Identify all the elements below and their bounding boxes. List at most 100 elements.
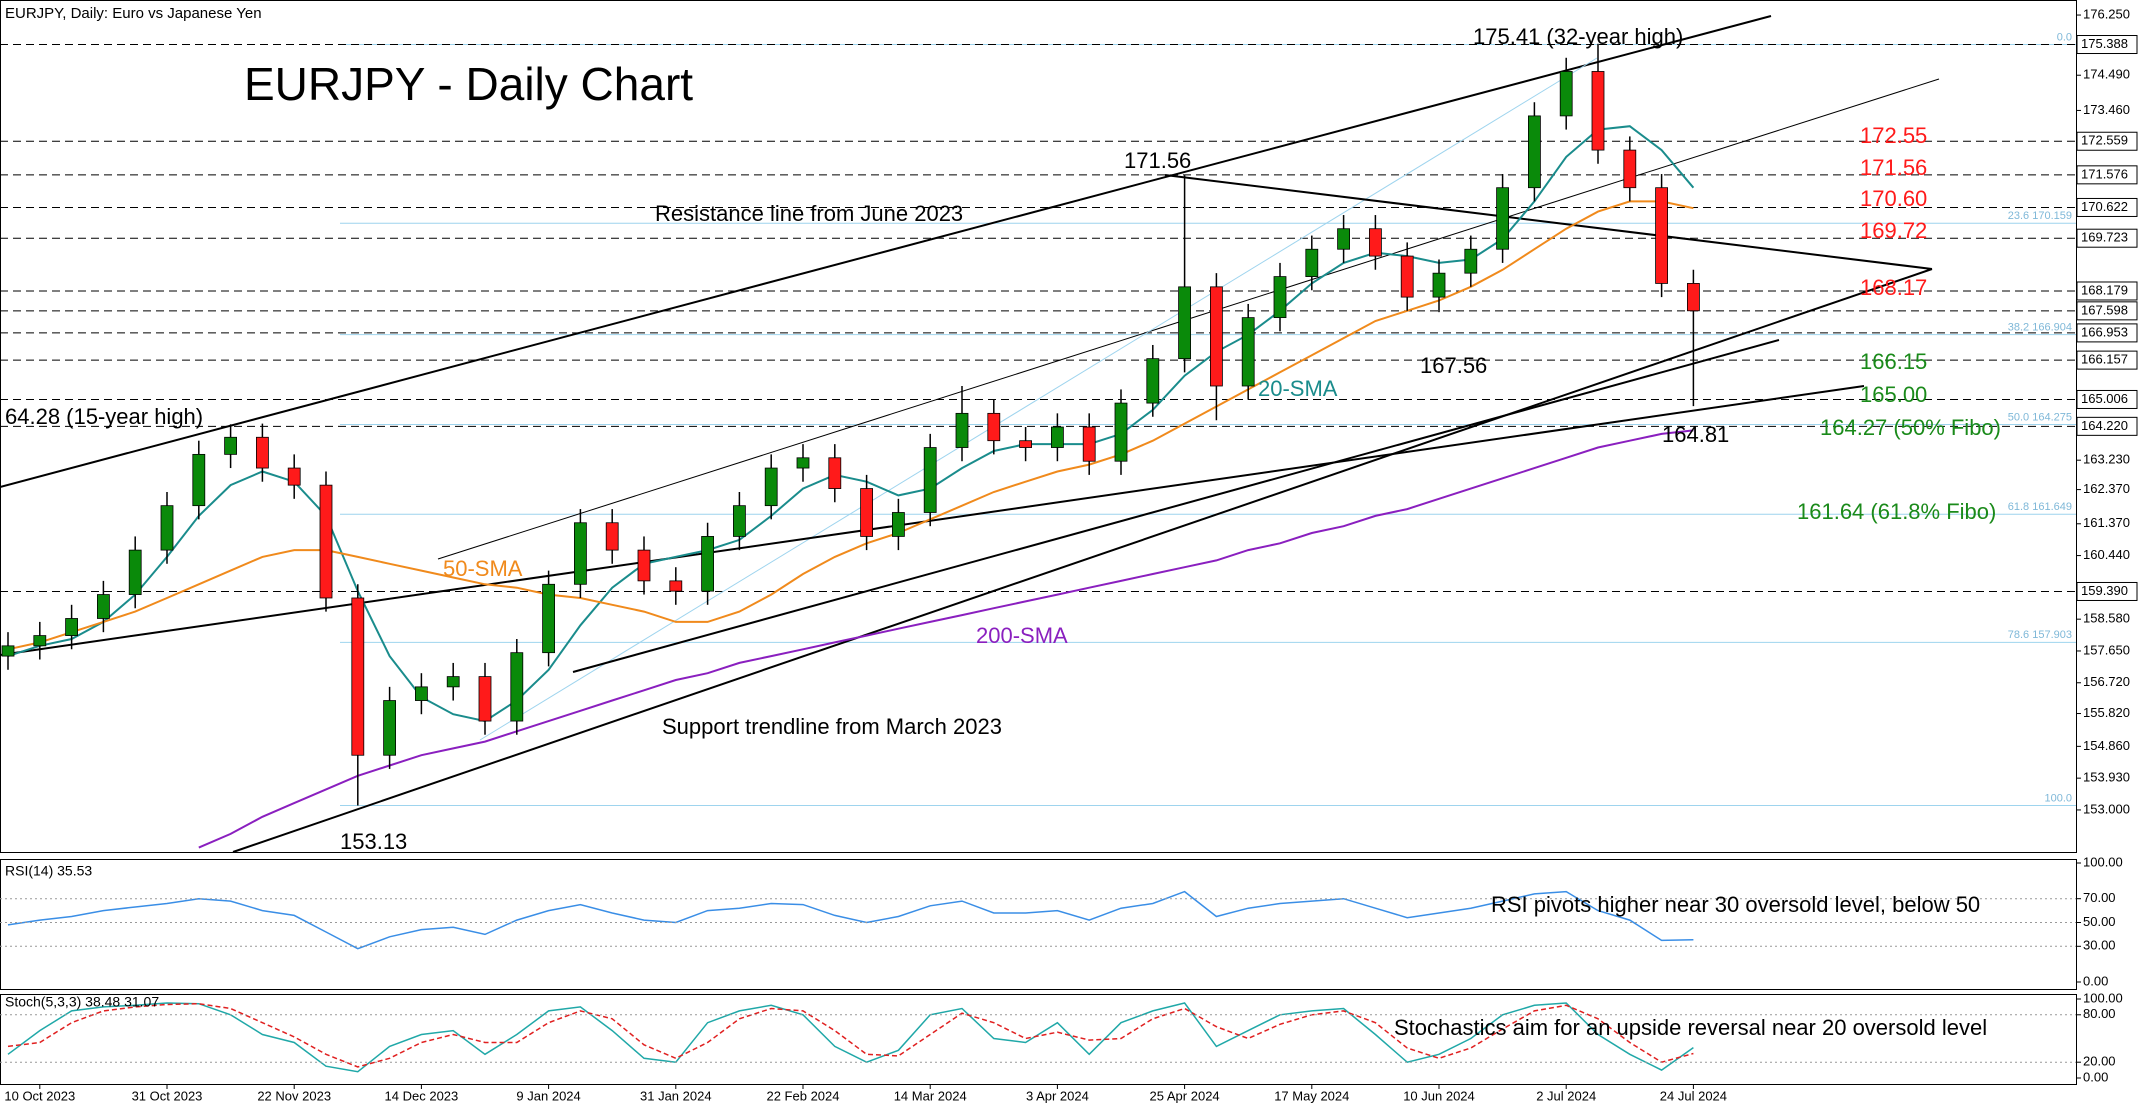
level-label: 159.390 xyxy=(2081,583,2128,598)
support-label: 161.64 (61.8% Fibo) xyxy=(1797,499,1996,524)
candle-body xyxy=(478,676,492,722)
level-box xyxy=(2076,131,2138,151)
candle-body xyxy=(65,618,78,636)
annotation: Support trendline from March 2023 xyxy=(662,714,1002,739)
level-box xyxy=(2076,581,2138,601)
candle-body xyxy=(764,467,778,507)
candle-body xyxy=(160,505,174,551)
y-tick-label: 100.00 xyxy=(2083,854,2123,869)
stoch-title: Stoch(5,3,3) 38.48 31.07 xyxy=(5,994,159,1010)
chart-subtitle: EURJPY, Daily: Euro vs Japanese Yen xyxy=(5,5,262,22)
level-box xyxy=(2076,35,2138,55)
candle-body xyxy=(510,652,524,722)
level-label: 175.388 xyxy=(2081,36,2128,51)
candle-body xyxy=(796,457,810,469)
x-tick-label: 9 Jan 2024 xyxy=(516,1088,580,1103)
stoch-panel xyxy=(0,994,2077,1085)
candle-body xyxy=(542,583,555,654)
level-box xyxy=(2076,323,2138,343)
candle-body xyxy=(701,536,714,592)
chart-title: EURJPY - Daily Chart xyxy=(244,58,693,110)
y-tick-label: 0.00 xyxy=(2083,1069,2108,1084)
candle-body xyxy=(1146,358,1160,404)
candle-body xyxy=(1178,286,1191,360)
candle-body xyxy=(1400,255,1414,298)
y-tick-label: 80.00 xyxy=(2083,1006,2116,1021)
y-tick-label: 163.230 xyxy=(2083,452,2130,467)
candle-body xyxy=(128,549,142,595)
sma-label: 200-SMA xyxy=(976,623,1068,648)
level-label: 172.559 xyxy=(2081,133,2128,148)
candle-body xyxy=(224,436,238,455)
level-box xyxy=(2076,281,2138,301)
annotation: 164.81 xyxy=(1662,422,1729,447)
x-tick-label: 10 Oct 2023 xyxy=(4,1088,75,1103)
x-tick-label: 22 Nov 2023 xyxy=(257,1088,331,1103)
candle-body xyxy=(574,522,587,585)
candle-body xyxy=(287,467,301,486)
candle-body xyxy=(1369,228,1382,257)
y-tick-label: 100.00 xyxy=(2083,990,2123,1005)
candle-body xyxy=(33,635,47,647)
level-layer xyxy=(0,44,2076,592)
rsi-panel xyxy=(0,859,2077,990)
level-box xyxy=(2076,228,2138,248)
candle-body xyxy=(923,447,937,513)
stoch-annotation: Stochastics aim for an upside reversal n… xyxy=(1394,1015,1987,1040)
annotation: Resistance line from June 2023 xyxy=(655,201,963,226)
rsi-line xyxy=(7,890,1694,950)
trendlines xyxy=(0,15,1940,853)
candle-body xyxy=(1496,187,1509,250)
fibo-label: 100.0 xyxy=(2044,792,2072,804)
y-tick-label: 157.650 xyxy=(2083,642,2130,657)
y-tick-label: 176.250 xyxy=(2083,6,2130,21)
y-tick-label: 153.000 xyxy=(2083,801,2130,816)
x-tick-label: 3 Apr 2024 xyxy=(1026,1088,1089,1103)
stoch-line xyxy=(7,1002,1694,1073)
resistance-label: 168.17 xyxy=(1860,275,1927,300)
level-label: 166.157 xyxy=(2081,352,2128,367)
x-tick-label: 14 Dec 2023 xyxy=(385,1088,459,1103)
annotation: 175.41 (32-year high) xyxy=(1473,24,1683,49)
y-tick-label: 162.370 xyxy=(2083,481,2130,496)
level-box xyxy=(2076,165,2138,185)
resistance-label: 172.55 xyxy=(1860,123,1927,148)
level-label: 164.220 xyxy=(2081,418,2128,433)
x-tick-label: 25 Apr 2024 xyxy=(1150,1088,1220,1103)
resistance-label: 171.56 xyxy=(1860,155,1927,180)
rsi-title: RSI(14) 35.53 xyxy=(5,863,92,879)
x-tick-label: 10 Jun 2024 xyxy=(1403,1088,1475,1103)
candle-body xyxy=(1210,286,1223,387)
candle-body xyxy=(1559,71,1573,117)
support-label: 165.00 xyxy=(1860,382,1927,407)
candle-body xyxy=(1337,228,1350,250)
candle-body xyxy=(319,484,333,599)
candle-body xyxy=(1114,402,1128,462)
candle-body xyxy=(1687,283,1700,312)
level-box xyxy=(2076,389,2138,409)
stoch-line xyxy=(7,1002,1694,1068)
y-tick-label: 156.720 xyxy=(2083,674,2130,689)
axis-layer: 175.388 172.559 171.576 170.622 169.723 168.1… xyxy=(0,6,2138,1103)
y-tick-label: 30.00 xyxy=(2083,938,2116,953)
candle-body xyxy=(1591,71,1605,151)
candle-body xyxy=(383,700,397,756)
candle-body xyxy=(1051,426,1064,448)
level-label: 170.622 xyxy=(2081,199,2128,214)
candle-body xyxy=(192,453,206,507)
y-tick-label: 0.00 xyxy=(2083,973,2108,988)
level-label: 165.006 xyxy=(2081,391,2128,406)
inner-trendline xyxy=(572,339,1780,673)
level-box xyxy=(2076,197,2138,217)
sma-label: 20-SMA xyxy=(1258,376,1338,401)
y-tick-label: 153.930 xyxy=(2083,770,2130,785)
candle-body xyxy=(414,686,428,701)
candle-body xyxy=(1464,248,1478,274)
candle-body xyxy=(351,597,365,756)
y-tick-label: 173.460 xyxy=(2083,102,2130,117)
fibo-label: 0.0 xyxy=(2057,31,2072,43)
level-label: 171.576 xyxy=(2081,166,2128,181)
y-tick-label: 161.370 xyxy=(2083,515,2130,530)
candle-body xyxy=(1273,276,1287,319)
